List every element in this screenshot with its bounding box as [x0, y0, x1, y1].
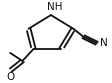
Text: N: N: [100, 38, 108, 48]
Text: NH: NH: [47, 2, 63, 12]
Text: O: O: [6, 72, 14, 82]
